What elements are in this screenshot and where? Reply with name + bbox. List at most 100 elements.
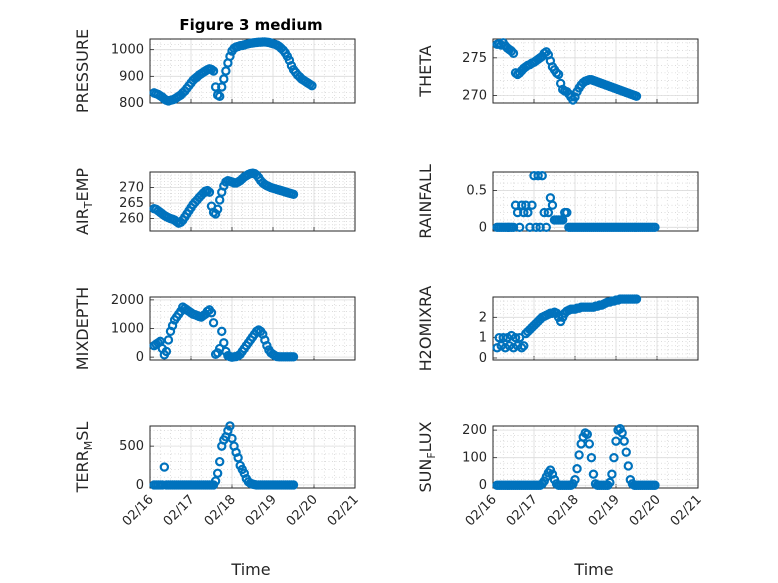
data-point	[531, 222, 541, 233]
y-tick-label: 2000	[111, 293, 144, 308]
x-tick-label: 02/20	[284, 492, 321, 529]
data-point	[517, 343, 527, 353]
data-point	[221, 66, 231, 76]
data-point	[214, 91, 225, 102]
data-point	[288, 189, 299, 200]
data-series	[492, 294, 642, 353]
x-axis-label-right: Time	[573, 560, 613, 579]
data-point	[537, 170, 547, 181]
data-point	[288, 480, 299, 490]
data-point	[617, 428, 627, 438]
data-point	[510, 332, 521, 343]
data-point	[208, 66, 219, 76]
data-point	[206, 308, 217, 318]
data-point	[631, 294, 642, 304]
data-point	[584, 439, 595, 449]
y-tick-label: 800	[119, 96, 144, 111]
data-series	[149, 168, 299, 228]
data-series	[149, 302, 299, 362]
data-point	[225, 421, 235, 431]
data-point	[539, 207, 549, 218]
data-series	[492, 38, 642, 105]
data-point	[582, 429, 593, 439]
data-point	[619, 436, 629, 446]
axes-frame	[149, 171, 356, 232]
y-tick-label: 2	[479, 310, 487, 325]
data-point	[541, 222, 552, 233]
data-point	[650, 480, 660, 490]
data-point	[605, 477, 615, 488]
y-tick-label: 0	[479, 351, 487, 366]
x-tick-label: 02/21	[325, 492, 362, 529]
subplot-h2omixra: 0 1 2 H2OMIXRA	[416, 286, 699, 372]
subplot-theta: 270 275 THETA	[416, 38, 699, 105]
data-point	[631, 91, 642, 101]
data-point	[307, 80, 317, 91]
data-point	[570, 475, 580, 485]
y-tick-label: 260	[119, 212, 144, 227]
data-point	[223, 425, 233, 436]
data-point	[607, 469, 617, 479]
subplot-mixdepth: 0 1000 2000 MIXDEPTH	[73, 287, 356, 370]
data-point	[214, 456, 225, 467]
data-point	[163, 335, 174, 345]
data-point	[572, 464, 582, 474]
data-point	[208, 318, 219, 328]
y-tick-label: 265	[119, 196, 144, 211]
axes-frame	[149, 296, 356, 361]
data-point	[543, 207, 554, 218]
data-point	[508, 48, 519, 59]
data-point	[623, 461, 634, 471]
subplot-sun-flux: 02/16 02/17 02/18 02/19 02/20 02/21 0 100 200 SUN…	[416, 421, 705, 529]
data-point	[523, 207, 533, 218]
y-tick-label: 0	[136, 478, 144, 493]
data-point	[159, 462, 170, 472]
data-point	[288, 352, 299, 362]
data-point	[212, 204, 223, 214]
x-tick-label: 02/19	[243, 492, 280, 529]
y-axis-label: RAINFALL	[416, 164, 435, 239]
x-tick-label: 02/18	[545, 492, 582, 529]
y-tick-label: 100	[462, 451, 487, 466]
y-tick-label: 900	[119, 69, 144, 84]
data-point	[219, 74, 229, 84]
y-tick-label: 200	[462, 423, 487, 438]
data-point	[217, 326, 227, 337]
data-point	[586, 452, 597, 463]
data-point	[204, 187, 215, 197]
y-tick-label: 1000	[111, 322, 144, 337]
data-point	[514, 332, 525, 343]
data-point	[519, 341, 529, 351]
data-point	[527, 200, 537, 210]
data-point	[533, 170, 543, 181]
data-point	[553, 69, 564, 80]
data-point	[588, 469, 599, 479]
y-axis-label: SUNFLUX	[416, 421, 438, 492]
x-tick-label: 02/16	[120, 492, 157, 529]
x-tick-label: 02/18	[202, 492, 239, 529]
x-tick-label: 02/17	[161, 492, 198, 529]
y-tick-label: 0.5	[466, 183, 487, 198]
data-point	[609, 452, 619, 463]
data-point	[650, 222, 660, 233]
data-point	[498, 332, 508, 343]
data-point	[514, 222, 525, 233]
figure-title: Figure 3 medium	[179, 16, 322, 34]
y-tick-label: 1	[479, 331, 487, 346]
data-series	[492, 170, 660, 233]
y-tick-label: 0	[479, 220, 487, 235]
data-point	[210, 209, 221, 219]
data-point	[574, 450, 584, 460]
data-series	[149, 37, 317, 106]
data-point	[219, 338, 229, 348]
x-tick-label: 02/17	[504, 492, 541, 529]
data-point	[217, 82, 227, 92]
y-axis-label: H2OMIXRA	[416, 286, 435, 372]
data-series	[149, 421, 299, 490]
y-tick-label: 0	[136, 350, 144, 365]
data-point	[547, 200, 558, 210]
axes-frame	[492, 38, 699, 104]
